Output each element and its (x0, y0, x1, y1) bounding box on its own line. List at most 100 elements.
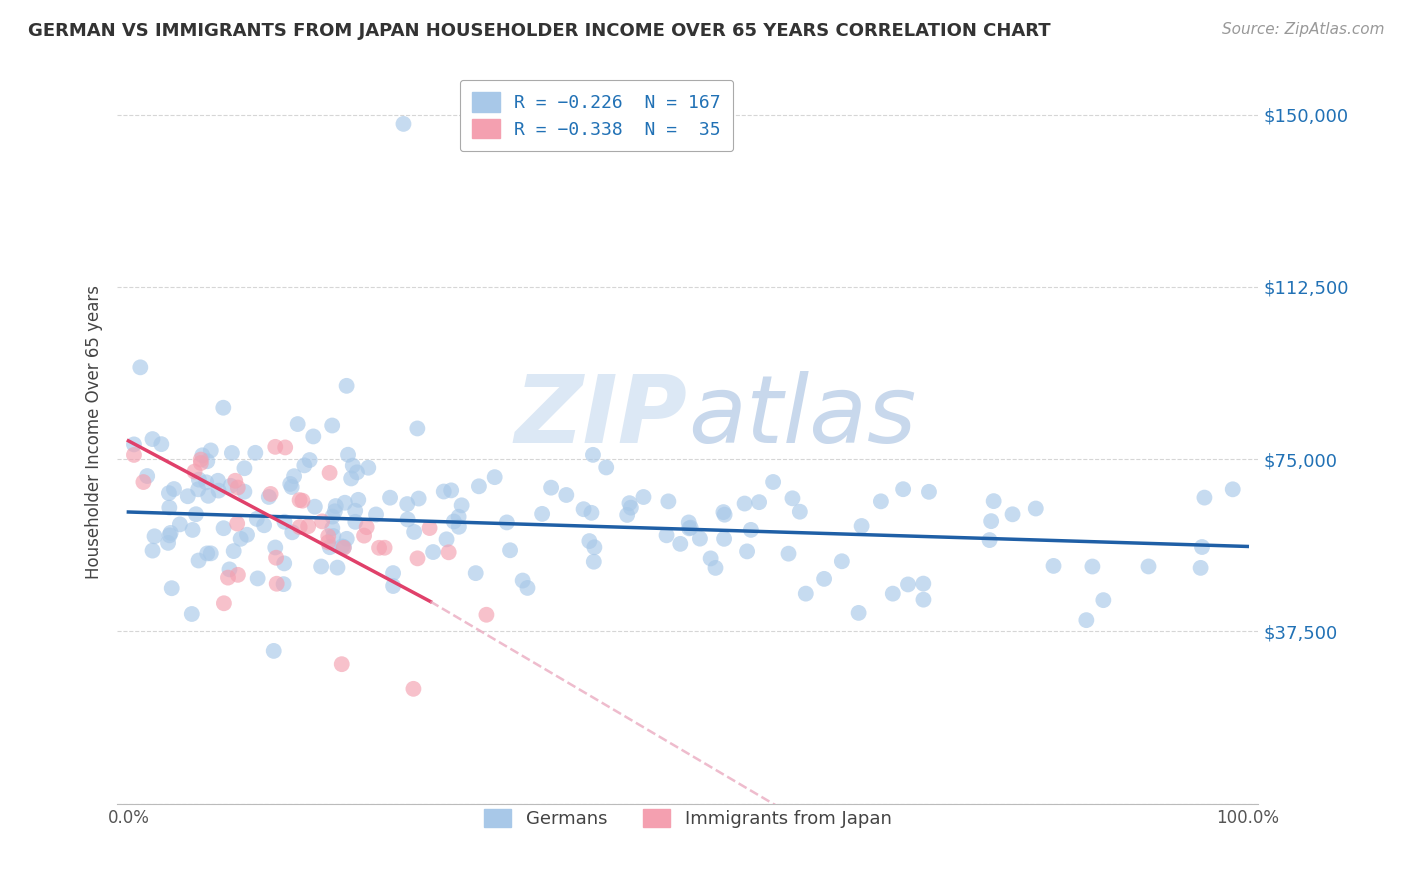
Point (180, 607, 202, 621)
Point (218, 562, 240, 576)
Point (633, 490, 655, 504)
Point (219, 479, 242, 493)
Point (263, 644, 285, 658)
Point (278, 477, 301, 491)
Point (655, 528, 678, 542)
Point (620, 500, 643, 515)
Point (233, 484, 256, 499)
Point (183, 465, 205, 479)
Point (689, 532, 711, 546)
Point (734, 497, 756, 511)
Point (157, 536, 180, 550)
Point (897, 577, 920, 591)
Point (181, 523, 204, 537)
Point (419, 521, 441, 535)
Point (679, 521, 702, 535)
Point (762, 475, 785, 489)
Point (322, 529, 344, 543)
Point (195, 475, 218, 490)
Point (582, 448, 605, 462)
Point (582, 555, 605, 569)
Point (443, 515, 465, 529)
Point (848, 606, 870, 620)
Point (200, 546, 222, 560)
Point (136, 469, 159, 483)
Point (159, 525, 181, 540)
Point (264, 550, 287, 565)
Point (342, 458, 364, 473)
Point (224, 474, 246, 488)
Point (1081, 559, 1104, 574)
Point (794, 587, 817, 601)
Point (669, 537, 692, 551)
Point (581, 506, 603, 520)
Point (212, 521, 235, 535)
Point (346, 466, 368, 480)
Point (333, 540, 356, 554)
Point (287, 417, 309, 431)
Point (499, 543, 522, 558)
Point (207, 483, 229, 498)
Point (678, 516, 700, 530)
Point (326, 560, 349, 574)
Point (368, 541, 391, 555)
Point (187, 473, 209, 487)
Point (484, 470, 506, 484)
Point (281, 525, 304, 540)
Point (475, 607, 498, 622)
Point (332, 541, 354, 555)
Point (1042, 558, 1064, 573)
Point (572, 502, 595, 516)
Point (364, 508, 387, 522)
Point (516, 581, 538, 595)
Point (273, 577, 295, 591)
Point (309, 559, 332, 574)
Point (408, 491, 430, 506)
Point (347, 492, 370, 507)
Point (321, 418, 343, 433)
Point (336, 379, 359, 393)
Point (735, 544, 758, 558)
Point (1092, 593, 1115, 607)
Point (333, 496, 356, 510)
Point (222, 544, 245, 558)
Point (160, 581, 183, 595)
Point (257, 490, 280, 504)
Point (217, 571, 239, 585)
Point (236, 528, 259, 542)
Point (464, 566, 486, 581)
Text: ZIP: ZIP (515, 371, 688, 463)
Point (229, 532, 252, 546)
Text: atlas: atlas (688, 371, 917, 462)
Point (619, 496, 641, 510)
Point (344, 515, 367, 529)
Point (1001, 508, 1024, 522)
Point (190, 456, 212, 470)
Point (323, 504, 346, 518)
Point (298, 453, 321, 467)
Point (273, 557, 295, 571)
Point (1191, 540, 1213, 554)
Point (713, 505, 735, 519)
Point (392, 117, 415, 131)
Point (447, 520, 470, 534)
Point (187, 553, 209, 567)
Point (356, 520, 378, 534)
Point (748, 495, 770, 509)
Point (266, 576, 288, 591)
Point (555, 488, 578, 502)
Point (1222, 483, 1244, 497)
Point (233, 461, 256, 475)
Point (122, 448, 145, 462)
Point (319, 540, 342, 554)
Point (678, 521, 700, 535)
Point (187, 483, 209, 497)
Point (595, 460, 617, 475)
Point (132, 475, 155, 489)
Point (531, 507, 554, 521)
Point (226, 516, 249, 531)
Point (353, 528, 375, 542)
Point (297, 519, 319, 533)
Point (246, 512, 269, 526)
Point (212, 596, 235, 610)
